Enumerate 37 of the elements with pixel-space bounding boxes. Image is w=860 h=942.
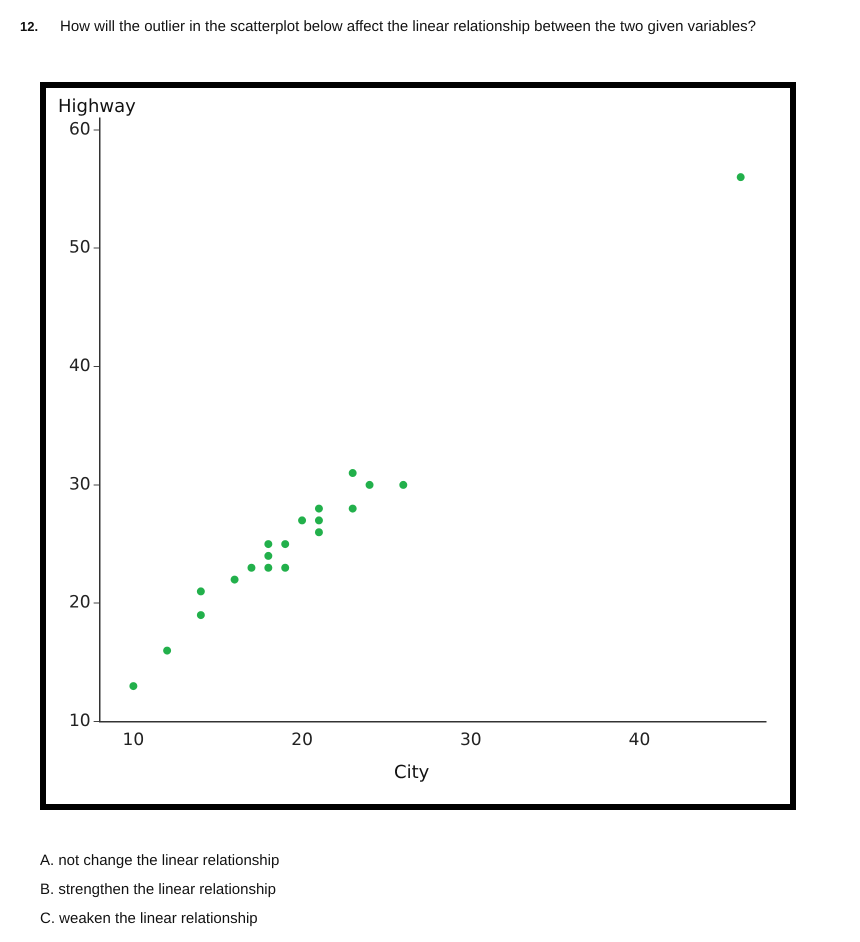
text: C. weaken the linear relationship — [40, 909, 259, 929]
text: A. not change the linear relationship — [40, 851, 280, 871]
point — [314, 528, 323, 536]
point — [247, 564, 256, 572]
point — [163, 646, 172, 655]
y-axis-title: Highway — [58, 96, 136, 117]
point — [348, 469, 357, 478]
y-tick-label: 20 — [68, 592, 91, 613]
point — [736, 173, 745, 182]
chart-title: How will the outlier in the scatterplot below affect the linear relationship between the two given variables? — [60, 17, 757, 37]
point — [196, 611, 205, 620]
y-tick-label: 10 — [68, 711, 91, 732]
x-axis-title: City — [394, 762, 430, 783]
point — [281, 564, 290, 572]
point — [281, 540, 290, 548]
point — [264, 540, 272, 548]
point — [196, 587, 205, 596]
y-tick-label: 40 — [68, 356, 91, 376]
text: 12. — [20, 18, 38, 36]
point — [230, 576, 239, 584]
point — [264, 552, 272, 560]
point — [264, 564, 272, 572]
x-tick-label: 30 — [460, 730, 482, 750]
y-tick-label: 30 — [68, 474, 91, 494]
point — [366, 480, 374, 489]
text: B. strengthen the linear relationship — [40, 880, 277, 900]
point — [348, 504, 357, 513]
x-tick-label: 20 — [291, 730, 313, 750]
x-tick-label: 40 — [628, 730, 650, 750]
point — [129, 682, 138, 690]
x-tick-label: 10 — [122, 730, 144, 750]
point — [399, 480, 408, 489]
y-tick-label: 50 — [68, 238, 91, 258]
point — [298, 516, 306, 524]
point — [314, 516, 323, 524]
y-tick-label: 60 — [68, 119, 91, 140]
point — [314, 504, 323, 513]
